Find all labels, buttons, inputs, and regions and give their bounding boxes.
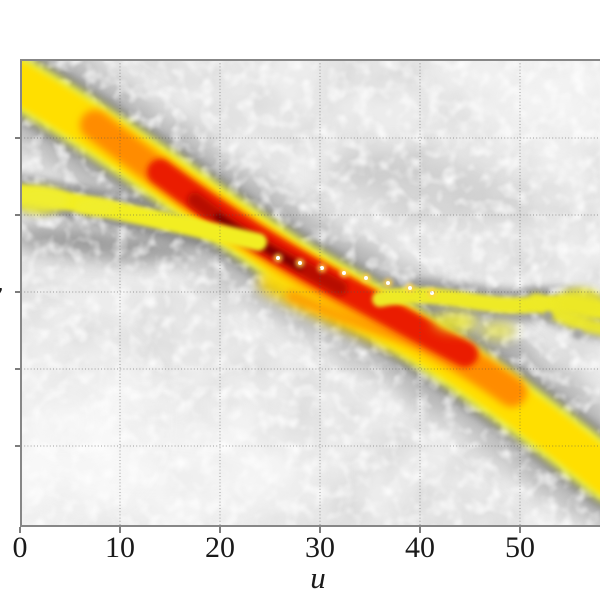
sample-dot-row bbox=[273, 253, 437, 298]
x-axis-tick-labels: 0 10 20 30 40 50 bbox=[13, 531, 536, 564]
axes-border bbox=[20, 59, 600, 527]
x-tick-label-10: 10 bbox=[105, 531, 135, 564]
y-ticks bbox=[15, 137, 20, 447]
x-tick-label-20: 20 bbox=[205, 531, 235, 564]
grid-layer bbox=[21, 60, 600, 526]
x-axis-label: u bbox=[310, 560, 326, 595]
x-tick-label-0: 0 bbox=[13, 531, 28, 564]
x-tick-label-40: 40 bbox=[405, 531, 435, 564]
x-tick-label-50: 50 bbox=[505, 531, 535, 564]
secondary-ridge-right bbox=[372, 287, 600, 340]
plot-area bbox=[20, 59, 600, 527]
corner-lighteners bbox=[20, 59, 600, 527]
y-axis-label: v bbox=[0, 274, 2, 309]
secondary-ridge-left bbox=[20, 184, 267, 251]
x-tick-label-30: 30 bbox=[305, 531, 335, 564]
x-ticks bbox=[19, 527, 521, 533]
